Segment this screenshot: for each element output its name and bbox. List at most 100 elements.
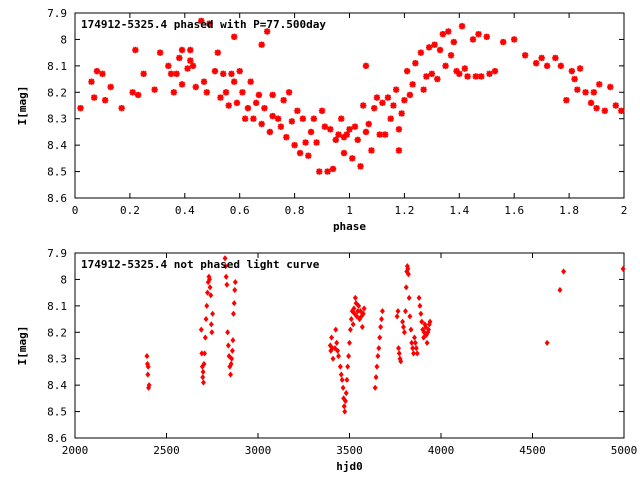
unphased-y-tick-label: 8.2 bbox=[47, 326, 67, 339]
phased-data-point bbox=[266, 128, 274, 136]
unphased-data-point bbox=[342, 408, 348, 415]
phased-data-point bbox=[607, 83, 614, 91]
phased-data-point bbox=[231, 78, 238, 85]
phased-x-tick-label: 2 bbox=[621, 204, 628, 217]
unphased-data-point bbox=[346, 352, 352, 360]
phased-data-point bbox=[156, 49, 164, 56]
phased-data-point bbox=[222, 89, 230, 96]
unphased-y-axis-title: I[mag] bbox=[16, 326, 29, 366]
unphased-data-point bbox=[423, 323, 429, 331]
phased-data-point bbox=[233, 99, 241, 107]
phased-data-point bbox=[587, 99, 595, 107]
phased-data-point bbox=[170, 89, 178, 96]
unphased-data-point bbox=[426, 326, 432, 333]
unphased-data-point bbox=[341, 403, 347, 410]
phased-x-tick-label: 0.8 bbox=[285, 204, 305, 217]
phased-data-point bbox=[236, 67, 243, 75]
phased-x-tick-label: 0.2 bbox=[120, 204, 140, 217]
unphased-x-tick-label: 3000 bbox=[245, 444, 272, 457]
phased-data-point bbox=[239, 89, 246, 96]
unphased-data-point bbox=[407, 313, 413, 320]
unphased-data-point bbox=[337, 363, 343, 370]
phased-data-point bbox=[134, 91, 142, 99]
unphased-data-point bbox=[354, 313, 360, 320]
unphased-data-point bbox=[226, 352, 232, 360]
phased-data-point bbox=[316, 168, 323, 175]
phased-data-point bbox=[302, 139, 309, 146]
unphased-data-point bbox=[401, 323, 406, 331]
unphased-data-point bbox=[360, 310, 366, 317]
unphased-data-point bbox=[231, 310, 236, 317]
unphased-data-point bbox=[344, 376, 350, 383]
phased-data-point bbox=[192, 83, 199, 91]
unphased-data-point bbox=[232, 278, 238, 286]
unphased-data-point bbox=[225, 342, 231, 349]
unphased-data-point bbox=[210, 310, 216, 317]
unphased-light-curve-panel: 2000 2500 3000 3500 4000 4500 5000 7.9 8 8.1 8.2 8.… bbox=[16, 247, 637, 473]
unphased-data-point bbox=[377, 334, 383, 341]
unphased-x-tick-label: 3500 bbox=[336, 444, 363, 457]
unphased-data-point bbox=[405, 265, 411, 272]
phased-data-point bbox=[288, 118, 296, 125]
phased-data-point bbox=[91, 94, 98, 101]
phased-data-point bbox=[390, 102, 397, 109]
phased-data-point bbox=[200, 78, 208, 85]
unphased-data-point bbox=[198, 326, 204, 333]
unphased-data-point bbox=[359, 323, 365, 331]
unphased-data-point bbox=[223, 263, 229, 270]
phased-data-point bbox=[612, 102, 619, 109]
unphased-data-point bbox=[373, 374, 379, 381]
phased-data-point bbox=[478, 73, 485, 80]
unphased-data-point bbox=[223, 273, 229, 280]
phased-data-point bbox=[360, 102, 367, 109]
unphased-y-tick-label: 8.4 bbox=[47, 379, 67, 392]
phased-data-point bbox=[368, 147, 375, 154]
unphased-data-point bbox=[372, 384, 378, 391]
unphased-x-tick-label: 2000 bbox=[62, 444, 89, 457]
unphased-data-point bbox=[203, 315, 209, 323]
unphased-data-point bbox=[333, 326, 339, 333]
unphased-data-point bbox=[200, 368, 206, 376]
unphased-data-point bbox=[224, 281, 230, 288]
phased-data-point bbox=[211, 67, 219, 75]
phased-y-tick-label: 8.2 bbox=[47, 86, 67, 99]
unphased-x-axis-title: hjd0 bbox=[336, 460, 363, 473]
phased-data-point bbox=[247, 78, 254, 85]
phased-data-point bbox=[571, 75, 578, 83]
phased-data-point bbox=[324, 168, 331, 175]
phased-x-tick-label: 1.4 bbox=[449, 204, 469, 217]
unphased-data-point bbox=[412, 334, 417, 341]
unphased-y-tick-label: 7.9 bbox=[47, 247, 67, 260]
unphased-data-point bbox=[334, 339, 340, 346]
unphased-data-point bbox=[348, 315, 354, 323]
unphased-data-point bbox=[395, 308, 401, 315]
unphased-data-point bbox=[230, 337, 236, 344]
phased-data-point bbox=[593, 104, 600, 112]
phased-data-point bbox=[340, 134, 348, 141]
phased-plot-frame bbox=[74, 12, 625, 199]
phased-data-point bbox=[384, 94, 392, 101]
phased-data-point bbox=[313, 139, 320, 146]
unphased-data-point bbox=[417, 302, 423, 309]
phased-data-point bbox=[228, 70, 235, 77]
phased-data-point bbox=[362, 128, 370, 136]
phased-data-point bbox=[99, 70, 106, 77]
phased-data-point bbox=[189, 62, 197, 70]
unphased-data-point bbox=[208, 321, 214, 328]
phased-x-tick-label: 0.4 bbox=[175, 204, 195, 217]
phased-data-point bbox=[258, 41, 265, 48]
phased-data-point bbox=[500, 38, 507, 46]
phased-y-axis-title: I[mag] bbox=[16, 86, 29, 126]
unphased-data-point bbox=[409, 339, 415, 346]
phased-data-point bbox=[475, 30, 482, 38]
phased-data-point bbox=[354, 136, 361, 144]
phased-data-point bbox=[184, 65, 191, 72]
phased-data-point bbox=[244, 104, 252, 112]
unphased-data-point bbox=[204, 302, 210, 309]
phased-data-point bbox=[318, 107, 326, 114]
phased-data-point bbox=[321, 123, 328, 130]
unphased-data-point bbox=[228, 360, 234, 368]
phased-data-point bbox=[187, 46, 194, 54]
phased-data-point bbox=[568, 67, 576, 75]
unphased-data-point bbox=[620, 265, 626, 272]
